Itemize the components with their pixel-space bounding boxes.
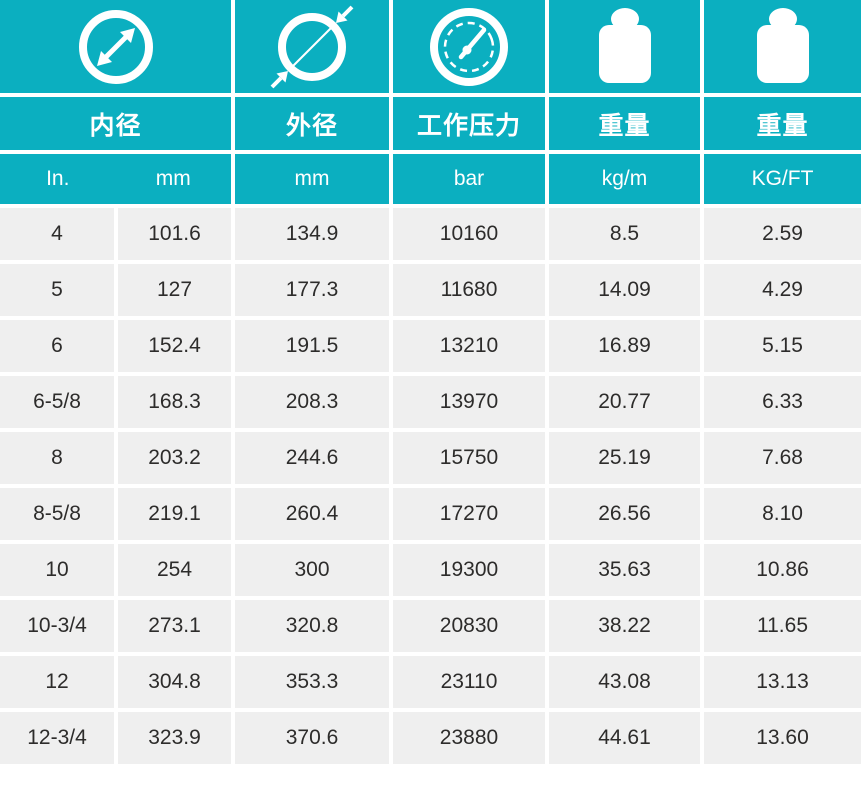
table-cell: 10-3/4 bbox=[0, 600, 114, 652]
table-cell: 177.3 bbox=[235, 264, 389, 316]
table-cell: 43.08 bbox=[549, 656, 700, 708]
column-header-outer-diameter: 外径 bbox=[235, 97, 389, 150]
pressure-header-cell bbox=[393, 0, 545, 93]
column-header-inner-diameter: 内径 bbox=[0, 97, 231, 150]
pressure-gauge-icon bbox=[426, 4, 512, 90]
table-cell: 320.8 bbox=[235, 600, 389, 652]
table-cell: 11680 bbox=[393, 264, 545, 316]
table-cell: 370.6 bbox=[235, 712, 389, 764]
unit-od-mm: mm bbox=[235, 154, 389, 204]
table-cell: 8.5 bbox=[549, 208, 700, 260]
table-cell: 26.56 bbox=[549, 488, 700, 540]
table-cell: 8.10 bbox=[704, 488, 861, 540]
table-cell: 5.15 bbox=[704, 320, 861, 372]
table-cell: 15750 bbox=[393, 432, 545, 484]
table-cell: 23110 bbox=[393, 656, 545, 708]
table-cell: 353.3 bbox=[235, 656, 389, 708]
unit-bar: bar bbox=[393, 154, 545, 204]
weight-icon bbox=[595, 7, 655, 87]
table-cell: 35.63 bbox=[549, 544, 700, 596]
table-cell: 323.9 bbox=[118, 712, 231, 764]
table-cell: 7.68 bbox=[704, 432, 861, 484]
column-header-working-pressure: 工作压力 bbox=[393, 97, 545, 150]
table-cell: 203.2 bbox=[118, 432, 231, 484]
table-cell: 8 bbox=[0, 432, 114, 484]
table-cell: 20.77 bbox=[549, 376, 700, 428]
table-cell: 2.59 bbox=[704, 208, 861, 260]
table-cell: 4 bbox=[0, 208, 114, 260]
table-cell: 127 bbox=[118, 264, 231, 316]
table-cell: 6-5/8 bbox=[0, 376, 114, 428]
table-cell: 260.4 bbox=[235, 488, 389, 540]
table-cell: 208.3 bbox=[235, 376, 389, 428]
table-cell: 23880 bbox=[393, 712, 545, 764]
table-cell: 152.4 bbox=[118, 320, 231, 372]
table-cell: 38.22 bbox=[549, 600, 700, 652]
table-cell: 14.09 bbox=[549, 264, 700, 316]
table-cell: 191.5 bbox=[235, 320, 389, 372]
unit-kg-per-ft: KG/FT bbox=[704, 154, 861, 204]
inner-diameter-header-cell bbox=[0, 0, 231, 93]
table-cell: 16.89 bbox=[549, 320, 700, 372]
table-cell: 134.9 bbox=[235, 208, 389, 260]
weight-kgm-header-cell bbox=[549, 0, 700, 93]
table-cell: 168.3 bbox=[118, 376, 231, 428]
inner-diameter-icon bbox=[74, 5, 158, 89]
weight-kgft-header-cell bbox=[704, 0, 861, 93]
table-cell: 13970 bbox=[393, 376, 545, 428]
specification-table: 内径 外径 工作压力 重量 重量 In. mm mm bar kg/m KG/F… bbox=[0, 0, 861, 764]
unit-mm: mm bbox=[155, 167, 191, 190]
table-cell: 244.6 bbox=[235, 432, 389, 484]
table-cell: 12 bbox=[0, 656, 114, 708]
unit-kg-per-m: kg/m bbox=[549, 154, 700, 204]
table-cell: 6 bbox=[0, 320, 114, 372]
table-cell: 13210 bbox=[393, 320, 545, 372]
unit-inches: In. bbox=[46, 167, 70, 190]
column-header-weight-kgm: 重量 bbox=[549, 97, 700, 150]
table-cell: 25.19 bbox=[549, 432, 700, 484]
table-cell: 273.1 bbox=[118, 600, 231, 652]
table-cell: 6.33 bbox=[704, 376, 861, 428]
table-cell: 10 bbox=[0, 544, 114, 596]
table-cell: 5 bbox=[0, 264, 114, 316]
table-cell: 219.1 bbox=[118, 488, 231, 540]
table-cell: 101.6 bbox=[118, 208, 231, 260]
table-cell: 11.65 bbox=[704, 600, 861, 652]
table-cell: 304.8 bbox=[118, 656, 231, 708]
table-cell: 300 bbox=[235, 544, 389, 596]
column-header-weight-kgft: 重量 bbox=[704, 97, 861, 150]
table-cell: 8-5/8 bbox=[0, 488, 114, 540]
table-cell: 13.60 bbox=[704, 712, 861, 764]
table-cell: 19300 bbox=[393, 544, 545, 596]
table-cell: 4.29 bbox=[704, 264, 861, 316]
table-cell: 10.86 bbox=[704, 544, 861, 596]
outer-diameter-header-cell bbox=[235, 0, 389, 93]
units-inner-diameter: In. mm bbox=[0, 154, 231, 204]
table-cell: 254 bbox=[118, 544, 231, 596]
table-cell: 44.61 bbox=[549, 712, 700, 764]
table-cell: 20830 bbox=[393, 600, 545, 652]
table-cell: 10160 bbox=[393, 208, 545, 260]
table-cell: 12-3/4 bbox=[0, 712, 114, 764]
weight-icon bbox=[753, 7, 813, 87]
table-cell: 13.13 bbox=[704, 656, 861, 708]
outer-diameter-icon bbox=[266, 1, 358, 93]
table-cell: 17270 bbox=[393, 488, 545, 540]
